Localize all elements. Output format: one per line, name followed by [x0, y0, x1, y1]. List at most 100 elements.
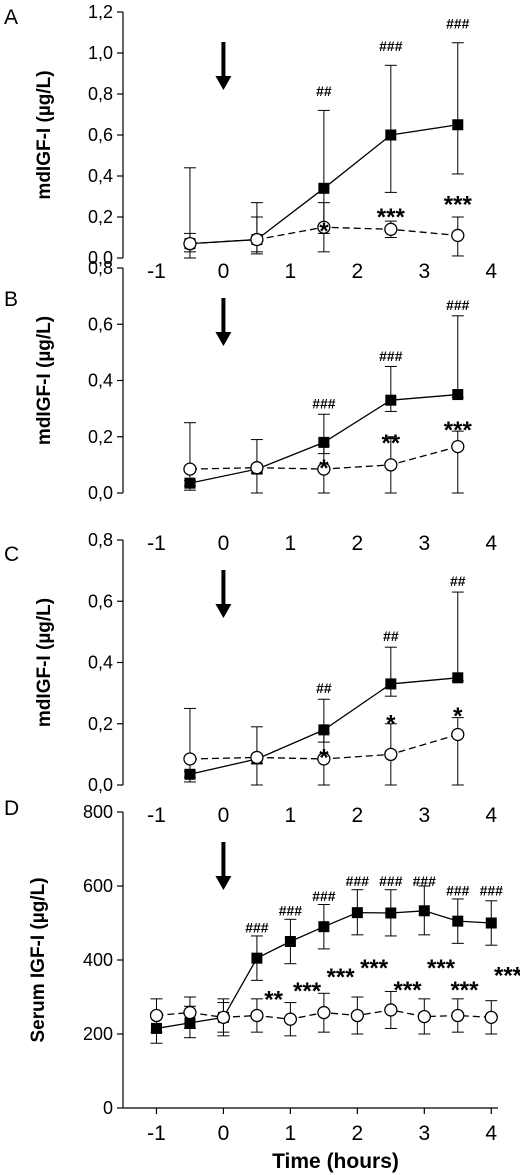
- data-point: [350, 1008, 364, 1023]
- arrow-down-icon: [215, 604, 232, 618]
- data-point: [318, 182, 330, 194]
- significance-star: *: [453, 703, 463, 730]
- significance-star: ***: [327, 964, 356, 991]
- data-point: [351, 907, 363, 919]
- significance-hash: ###: [279, 903, 303, 919]
- y-tick-label: 0,2: [88, 427, 113, 447]
- data-point: [452, 915, 464, 927]
- panel-letter: B: [4, 288, 18, 311]
- data-point: [250, 1008, 264, 1023]
- significance-hash: ###: [379, 38, 403, 54]
- data-point: [250, 750, 264, 765]
- significance-hash: ###: [446, 15, 470, 31]
- arrow-down-icon: [215, 332, 232, 346]
- significance-star: ***: [444, 192, 473, 219]
- x-tick-label: -1: [147, 532, 166, 555]
- significance-star: ***: [444, 417, 473, 444]
- significance-hash: ##: [450, 573, 466, 589]
- series-control: [149, 990, 498, 1037]
- data-point: [183, 236, 197, 251]
- x-tick-label: 1: [285, 532, 297, 555]
- arrow-down-icon: [215, 876, 232, 890]
- panel-letter: C: [4, 543, 19, 566]
- series-control: [183, 422, 465, 494]
- data-point: [251, 952, 263, 964]
- x-tick-label: 3: [418, 260, 430, 283]
- y-axis-label: Serum IGF-I (µg/L): [28, 877, 49, 1042]
- y-axis-label: mdIGF-I (µg/L): [34, 70, 55, 199]
- x-tick-label: 4: [485, 260, 497, 283]
- y-tick-label: 0,4: [88, 653, 113, 673]
- data-point: [452, 672, 464, 684]
- y-tick-label: 1,2: [88, 2, 113, 22]
- significance-hash: ###: [480, 882, 504, 898]
- y-tick-label: 0: [103, 1098, 113, 1118]
- data-point: [317, 1005, 331, 1020]
- x-tick-label: 4: [485, 1122, 497, 1145]
- significance-star: *: [319, 218, 329, 245]
- panel-d: D 0 200 400 600 800 Serum IGF-I (µg/L) -1 0 1 2 3 4 -…: [4, 797, 520, 1173]
- y-tick-label: 0,8: [88, 258, 113, 278]
- series-control: [183, 202, 465, 257]
- x-tick-label: 0: [218, 532, 230, 555]
- data-point: [485, 917, 497, 929]
- panel-letter: A: [4, 6, 18, 29]
- data-point: [418, 905, 430, 917]
- significance-star: **: [381, 430, 400, 457]
- significance-star: ***: [377, 204, 406, 231]
- x-tick-label: 2: [352, 1122, 364, 1145]
- y-axis-label: mdIGF-I (µg/L): [34, 598, 55, 727]
- data-point: [451, 439, 465, 454]
- x-tick-label: 1: [285, 1122, 297, 1145]
- y-tick-label: 0,6: [88, 591, 113, 611]
- significance-star: **: [264, 986, 283, 1013]
- significance-star: ***: [427, 955, 456, 982]
- data-point: [385, 394, 397, 406]
- significance-hash: ###: [312, 888, 336, 904]
- x-tick-label: 2: [352, 532, 364, 555]
- significance-hash: ###: [245, 919, 269, 935]
- data-point: [317, 462, 331, 476]
- data-point: [384, 747, 398, 762]
- data-point: [318, 436, 330, 448]
- y-tick-label: 0,0: [88, 248, 113, 268]
- significance-star: ***: [293, 978, 322, 1005]
- data-point: [484, 1010, 498, 1024]
- significance-star: *: [319, 455, 329, 482]
- y-tick-label: 0,8: [88, 530, 113, 550]
- significance-hash: ###: [413, 873, 437, 889]
- significance-star: ***: [360, 955, 389, 982]
- significance-star: ***: [450, 977, 479, 1004]
- x-tick-label: 3: [418, 804, 430, 827]
- y-tick-label: 800: [83, 802, 113, 822]
- data-point: [384, 1003, 398, 1017]
- significance-star: ***: [394, 977, 423, 1004]
- data-point: [385, 907, 397, 919]
- significance-hash: ###: [379, 873, 403, 889]
- significance-star: ***: [494, 962, 520, 989]
- x-tick-label: 2: [352, 260, 364, 283]
- data-point: [317, 752, 331, 766]
- x-tick-label: -1: [147, 1122, 166, 1145]
- y-tick-label: 600: [83, 876, 113, 896]
- data-point: [318, 921, 330, 933]
- y-tick-label: 1,0: [88, 43, 113, 63]
- data-point: [250, 232, 264, 247]
- data-point: [385, 129, 397, 141]
- y-tick-label: 0,4: [88, 371, 113, 391]
- data-point: [216, 1010, 231, 1024]
- x-axis-label: Time (hours): [272, 1150, 399, 1173]
- data-point: [452, 119, 464, 131]
- y-tick-label: 0,0: [88, 483, 113, 503]
- data-point: [451, 727, 465, 742]
- data-point: [384, 222, 398, 236]
- significance-hash: ##: [316, 83, 332, 99]
- data-point: [451, 228, 465, 243]
- x-tick-label: 1: [285, 804, 297, 827]
- x-tick-label: 0: [218, 804, 230, 827]
- significance-hash: ##: [316, 680, 332, 696]
- x-tick-label: 4: [485, 532, 497, 555]
- data-point: [417, 1009, 431, 1024]
- series-control: [183, 707, 465, 786]
